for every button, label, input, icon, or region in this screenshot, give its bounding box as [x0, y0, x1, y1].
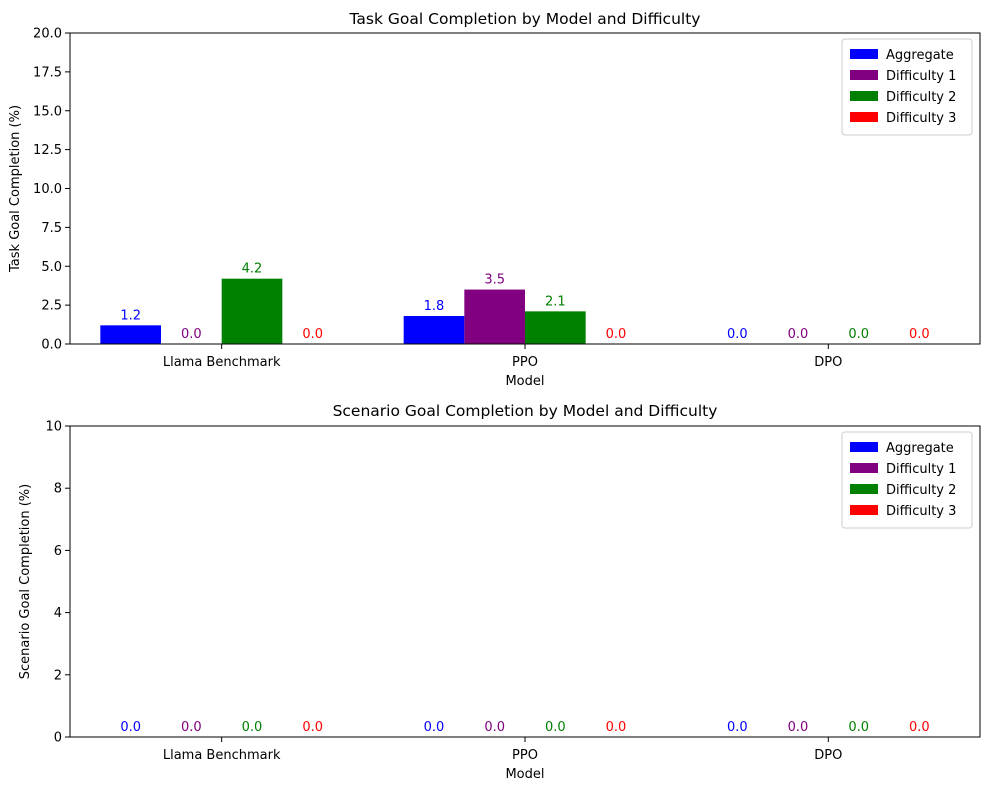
data-label: 0.0 [120, 720, 141, 735]
x-axis-label: Model [505, 374, 544, 389]
data-label: 0.0 [727, 327, 748, 342]
data-label: 0.0 [606, 720, 627, 735]
chart-title: Task Goal Completion by Model and Diffic… [349, 10, 701, 28]
data-label: 0.0 [181, 327, 202, 342]
chart-title: Scenario Goal Completion by Model and Di… [333, 402, 718, 420]
y-tick-label: 2.5 [41, 299, 62, 314]
y-tick-label: 6 [54, 544, 62, 559]
data-label: 0.0 [302, 327, 323, 342]
data-label: 0.0 [545, 720, 566, 735]
y-tick-label: 2 [54, 668, 62, 683]
data-label: 0.0 [727, 720, 748, 735]
x-tick-label: PPO [512, 355, 538, 370]
x-tick-label: DPO [814, 748, 842, 763]
legend-entry: Difficulty 2 [886, 90, 956, 105]
y-tick-label: 20.0 [33, 27, 62, 42]
y-tick-label: 17.5 [33, 65, 62, 80]
chart-panel-1: 1.2 0.0 4.2 0.0 Llama Benchmark 1.8 3.5 2.1 0.0 P… [8, 10, 981, 389]
x-tick-label: DPO [814, 355, 842, 370]
legend-swatch [850, 70, 878, 80]
chart-panel-2: 0.0 0.0 0.0 0.0 Llama Benchmark 0.0 0.0 0.0 0.0 P… [18, 402, 981, 782]
data-label: 1.2 [120, 308, 141, 323]
y-tick-label: 12.5 [33, 143, 62, 158]
bar-aggregate-llama-benchmark [100, 325, 161, 344]
legend-entry: Aggregate [886, 441, 954, 456]
data-label: 4.2 [242, 262, 263, 277]
y-tick-label: 4 [54, 606, 62, 621]
y-axis-label: Task Goal Completion (%) [8, 105, 23, 273]
bar-difficulty-2-ppo [525, 311, 586, 344]
legend-entry: Difficulty 2 [886, 483, 956, 498]
bar-difficulty-2-llama-benchmark [221, 278, 283, 344]
y-tick-label: 10 [45, 420, 62, 435]
x-tick-label: Llama Benchmark [163, 748, 281, 763]
data-label: 0.0 [788, 327, 809, 342]
legend: Aggregate Difficulty 1 Difficulty 2 Difficu… [841, 431, 973, 529]
x-tick-label: PPO [512, 748, 538, 763]
y-tick-label: 7.5 [41, 221, 62, 236]
y-tick-label: 5.0 [41, 260, 62, 275]
data-label: 0.0 [302, 720, 323, 735]
axes-frame [69, 425, 981, 738]
legend-box [841, 431, 973, 529]
legend-box [841, 38, 973, 136]
data-label: 0.0 [909, 720, 930, 735]
data-label: 3.5 [484, 273, 505, 288]
legend-entry: Aggregate [886, 48, 954, 63]
x-axis-label: Model [505, 767, 544, 782]
y-tick-label: 0.0 [41, 338, 62, 353]
data-label: 0.0 [181, 720, 202, 735]
bar-aggregate-ppo [403, 316, 465, 344]
plot-area [70, 426, 980, 737]
legend: Aggregate Difficulty 1 Difficulty 2 Difficu… [841, 38, 973, 136]
bar-difficulty-1-ppo [464, 289, 525, 344]
y-tick-label: 0 [54, 731, 62, 746]
x-tick-label: Llama Benchmark [163, 355, 281, 370]
legend-swatch [850, 112, 878, 122]
data-label: 0.0 [909, 327, 930, 342]
y-axis-label: Scenario Goal Completion (%) [18, 484, 33, 679]
legend-entry: Difficulty 3 [886, 504, 956, 519]
y-tick-label: 15.0 [33, 104, 62, 119]
legend-swatch [850, 49, 878, 59]
data-label: 0.0 [484, 720, 505, 735]
legend-entry: Difficulty 1 [886, 69, 956, 84]
data-label: 0.0 [424, 720, 445, 735]
legend-swatch [850, 91, 878, 101]
data-label: 0.0 [788, 720, 809, 735]
y-tick-label: 8 [54, 482, 62, 497]
legend-swatch [850, 484, 878, 494]
legend-swatch [850, 442, 878, 452]
y-tick-label: 10.0 [33, 182, 62, 197]
legend-swatch [850, 463, 878, 473]
axes-frame [69, 32, 981, 345]
data-label: 0.0 [848, 327, 869, 342]
data-label: 0.0 [242, 720, 263, 735]
data-label: 2.1 [545, 294, 566, 309]
legend-swatch [850, 505, 878, 515]
data-label: 0.0 [606, 327, 627, 342]
data-label: 1.8 [424, 299, 445, 314]
legend-entry: Difficulty 3 [886, 111, 956, 126]
legend-entry: Difficulty 1 [886, 462, 956, 477]
data-label: 0.0 [848, 720, 869, 735]
